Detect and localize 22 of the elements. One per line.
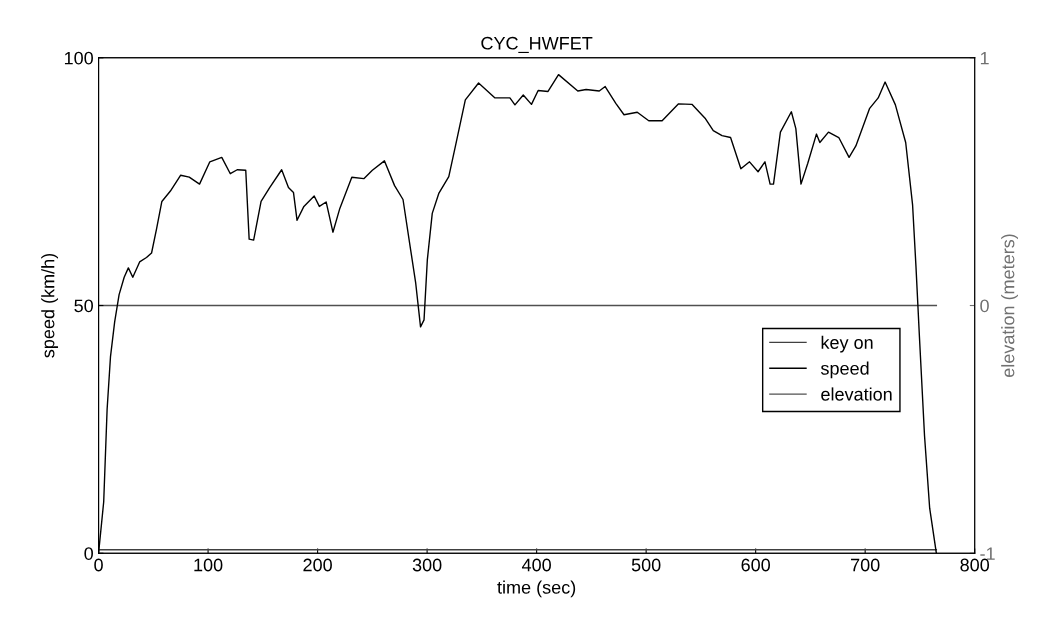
chart-title: CYC_HWFET (481, 36, 593, 54)
y2-axis-title: elevation (meters) (1001, 234, 1018, 377)
legend-label: speed (820, 361, 869, 379)
x-tick-label: 500 (631, 558, 661, 572)
x-tick-label: 100 (194, 558, 223, 572)
legend-label: elevation (821, 387, 892, 401)
y-tick-label: 0 (84, 547, 93, 560)
x-tick-label: 0 (94, 558, 103, 572)
x-tick-label: 600 (741, 558, 771, 572)
x-tick-label: 800 (960, 558, 990, 572)
y-tick-label: 100 (64, 51, 93, 65)
x-tick-label: 400 (521, 558, 551, 572)
y-tick-label: 50 (74, 299, 93, 313)
x-tick-label: 300 (412, 558, 442, 572)
x-axis-title: time (sec) (497, 580, 576, 598)
y-axis-title: speed (km/h) (41, 253, 59, 358)
y2-tick-label: 0 (980, 299, 989, 313)
x-tick-label: 200 (303, 558, 332, 572)
y2-tick-label: -1 (980, 547, 995, 560)
y2-tick-label: 1 (980, 51, 989, 65)
legend-label: key on (821, 335, 873, 353)
x-tick-label: 700 (851, 558, 880, 572)
